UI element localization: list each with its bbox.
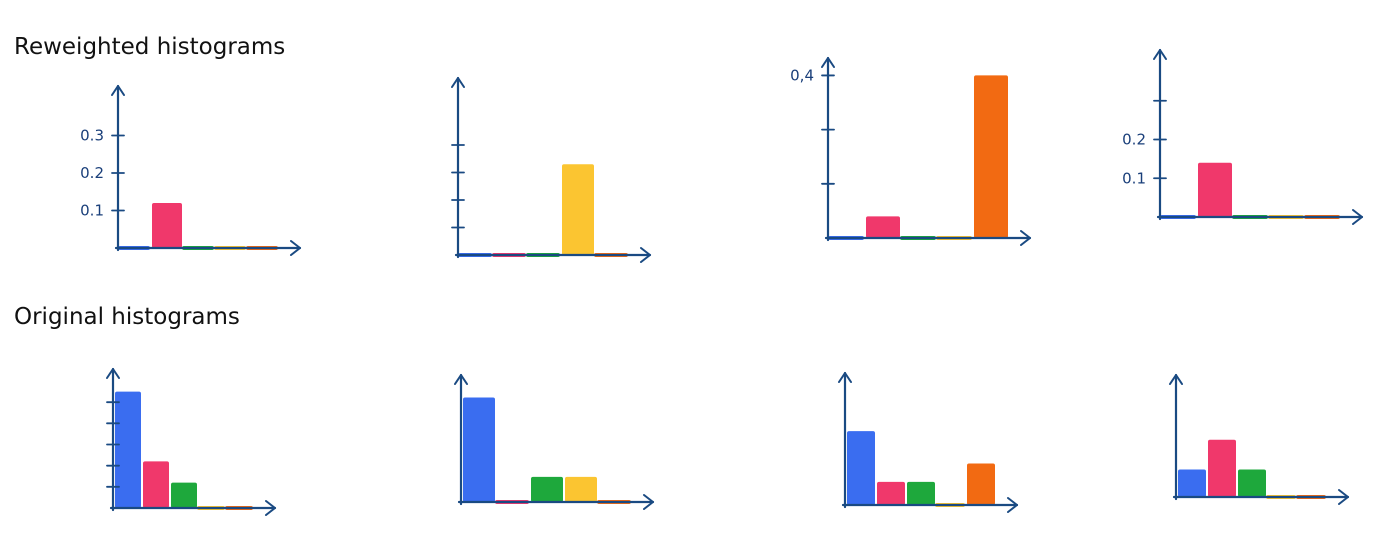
histogram-6-bar-4: [565, 476, 597, 502]
histogram-3-x-arrow-icon: [1020, 230, 1031, 246]
histogram-5-bar-1: [115, 391, 141, 508]
histogram-6-bar-1: [463, 397, 495, 502]
histogram-1-x-arrow-icon: [290, 240, 301, 256]
histogram-6-y-arrow-icon: [454, 374, 468, 385]
histogram-8-x-arrow-icon: [1338, 489, 1349, 505]
histogram-5-bar-3: [171, 482, 197, 508]
histogram-4-bar-2: [1198, 162, 1232, 217]
histogram-7-bar-2: [877, 481, 905, 505]
histogram-1-bar-2: [152, 203, 182, 248]
histogram-2-bar-4: [562, 164, 594, 255]
histogram-7-x-arrow-icon: [1007, 497, 1018, 513]
histogram-1-y-tick-label-1: 0.1: [80, 202, 104, 220]
histogram-3-bar-5: [974, 75, 1008, 238]
histogram-7-bar-3: [907, 481, 935, 505]
histogram-7-bar-5: [967, 463, 995, 505]
histogram-6-bar-3: [531, 476, 563, 502]
reweighted-section-title: Reweighted histograms: [14, 34, 286, 60]
histogram-4-x-arrow-icon: [1352, 209, 1363, 225]
histogram-3-bar-2: [866, 216, 900, 238]
histogram-4-y-tick-label-2: 0.2: [1122, 131, 1146, 149]
histogram-5-bar-2: [143, 461, 169, 508]
histogram-5-x-arrow-icon: [265, 500, 276, 516]
histogram-3-y-tick-label-1: 0,4: [790, 66, 814, 84]
histogram-8-bar-1: [1178, 469, 1206, 497]
histogram-8-y-arrow-icon: [1169, 374, 1183, 385]
histogram-1-y-tick-label-2: 0.2: [80, 164, 104, 182]
histogram-1-y-arrow-icon: [111, 85, 125, 96]
histogram-4-y-arrow-icon: [1153, 49, 1167, 60]
histogram-6-x-arrow-icon: [643, 494, 654, 510]
histogram-1-y-tick-label-3: 0.3: [80, 127, 104, 145]
histogram-3-y-arrow-icon: [821, 57, 835, 68]
histogram-8-bar-3: [1238, 469, 1266, 497]
histogram-8-bar-2: [1208, 439, 1236, 497]
histogram-2-y-arrow-icon: [451, 77, 465, 88]
histogram-7-y-arrow-icon: [838, 372, 852, 383]
histogram-4-y-tick-label-1: 0.1: [1122, 169, 1146, 187]
histogram-5-y-arrow-icon: [106, 368, 120, 379]
histogram-7-bar-1: [847, 431, 875, 505]
histogram-2-x-arrow-icon: [640, 247, 651, 263]
original-section-title: Original histograms: [14, 304, 240, 330]
